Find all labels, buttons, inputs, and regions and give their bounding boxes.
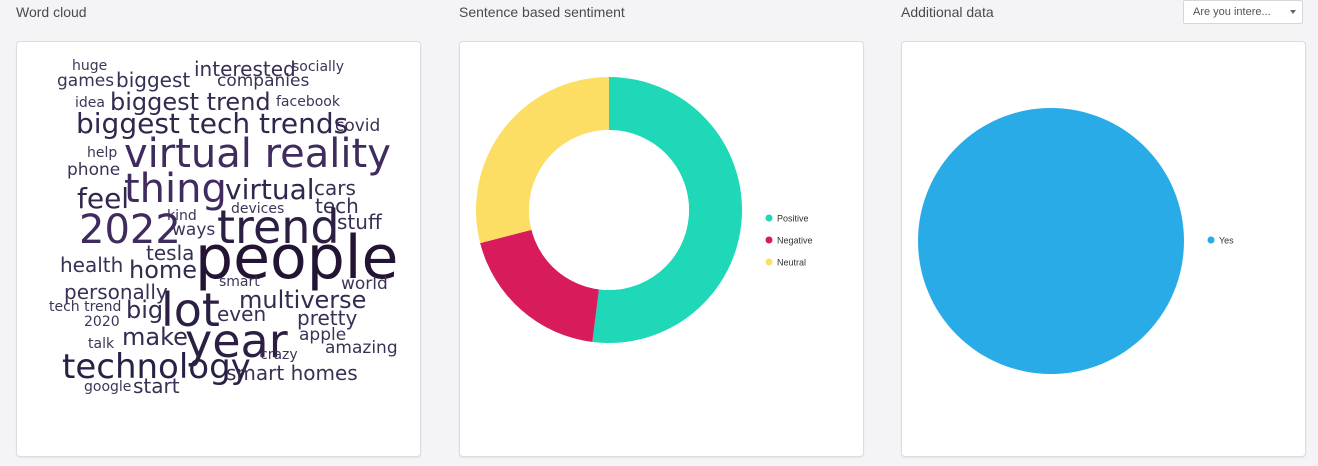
wordcloud-word: amazing — [325, 338, 398, 358]
slice-yes[interactable] — [918, 108, 1184, 374]
wordcloud-word: 2022 — [79, 207, 181, 253]
wordcloud-word: huge — [72, 58, 108, 74]
question-select-value: Are you intere... — [1193, 6, 1271, 18]
wordcloud-word: phone — [67, 160, 121, 180]
wordcloud-word: virtual — [225, 173, 315, 206]
wordcloud-word: home — [129, 256, 198, 284]
wordcloud-word: big — [126, 296, 164, 324]
wordcloud-word: 2020 — [84, 314, 120, 330]
wordcloud-word: idea — [75, 95, 105, 111]
wordcloud-word: biggest tech trends — [76, 107, 349, 140]
donut-hole — [529, 130, 689, 290]
slice-negative[interactable] — [480, 229, 599, 342]
chevron-down-icon — [1290, 10, 1296, 14]
wordcloud-word: smart — [219, 274, 260, 290]
legend-marker-neutral — [765, 258, 773, 266]
legend-marker-negative — [765, 236, 773, 244]
wordcloud-word: devices — [231, 201, 285, 217]
wordcloud-word: feel — [77, 182, 130, 215]
wordcloud-word: help — [87, 145, 118, 161]
legend-label-negative[interactable]: Negative — [777, 236, 813, 246]
wordcloud-word: facebook — [276, 94, 340, 110]
wordcloud-word: tech trend — [49, 299, 122, 315]
slice-neutral[interactable] — [476, 77, 609, 244]
wordcloud-word: health — [60, 253, 124, 277]
wordcloud-word: apple — [299, 325, 347, 345]
legend-marker-positive — [765, 214, 773, 222]
wordcloud-word: socially — [292, 59, 345, 75]
wordcloud-word: technology — [62, 347, 251, 387]
wordcloud-word: start — [133, 374, 180, 398]
wordcloud-word: interested — [194, 57, 296, 81]
additional-panel: Yes — [901, 41, 1306, 457]
legend-label-positive[interactable]: Positive — [777, 214, 809, 224]
wordcloud-word: cars — [314, 176, 356, 200]
wordcloud-word: smart homes — [226, 361, 358, 385]
additional-pie-chart: Yes — [918, 108, 1234, 374]
wordcloud-word: tesla — [146, 241, 195, 265]
wordcloud-word: virtual reality — [124, 131, 391, 177]
title-additional: Additional data — [901, 4, 994, 20]
wordcloud-word: world — [341, 274, 388, 294]
wordcloud-word: talk — [88, 336, 115, 352]
slice-positive[interactable] — [592, 77, 742, 343]
wordcloud-panel: huge games biggest interested companies socia… — [16, 41, 421, 457]
wordcloud-word: tech — [315, 194, 359, 218]
title-sentiment: Sentence based sentiment — [459, 4, 625, 20]
wordcloud-word: biggest trend — [110, 88, 271, 116]
wordcloud-word: ways — [172, 220, 216, 240]
sentiment-donut-chart: Positive Negative Neutral — [476, 77, 813, 343]
wordcloud-word: biggest — [116, 68, 191, 92]
wordcloud-word: covid — [335, 116, 381, 136]
wordcloud-word: lot — [161, 283, 220, 337]
wordcloud-word: make — [122, 323, 188, 351]
wordcloud-word: people — [195, 223, 399, 293]
wordcloud-word: even — [217, 302, 267, 326]
wordcloud-word: personally — [64, 280, 168, 304]
sentiment-panel: Positive Negative Neutral — [459, 41, 864, 457]
legend-label-neutral[interactable]: Neutral — [777, 258, 806, 268]
wordcloud-word: companies — [217, 71, 310, 91]
word-cloud: huge games biggest interested companies socia… — [17, 42, 420, 456]
wordcloud-word: multiverse — [239, 286, 367, 314]
wordcloud-word: trend — [217, 200, 340, 254]
question-select[interactable]: Are you intere... — [1183, 0, 1303, 24]
wordcloud-word: year — [185, 314, 288, 368]
legend-marker-yes — [1207, 236, 1215, 244]
wordcloud-word: stuff — [337, 210, 382, 234]
wordcloud-word: thing — [124, 166, 227, 212]
legend-label-yes[interactable]: Yes — [1219, 236, 1234, 246]
wordcloud-word: games — [57, 71, 115, 91]
wordcloud-word: kind — [167, 208, 197, 224]
title-wordcloud: Word cloud — [16, 4, 87, 20]
wordcloud-word: google — [84, 379, 132, 395]
wordcloud-word: crazy — [260, 347, 298, 363]
wordcloud-word: pretty — [297, 306, 358, 330]
